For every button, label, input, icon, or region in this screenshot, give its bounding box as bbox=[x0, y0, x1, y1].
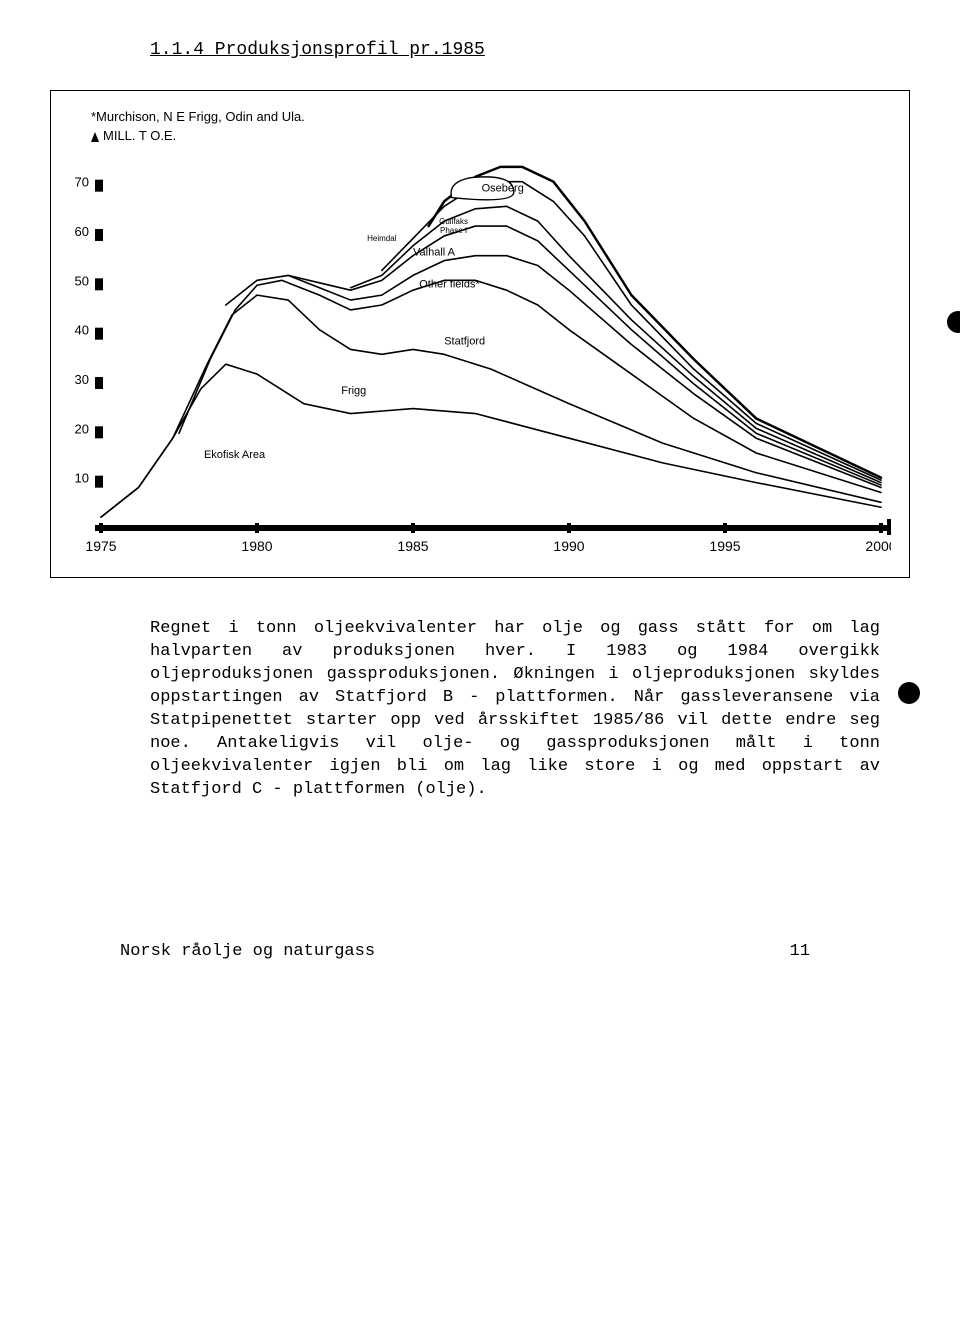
chart-svg: 10 20 30 40 50 60 70 1975 1980 1985 1990 1995 2000 Ek… bbox=[61, 147, 891, 567]
svg-text:Frigg: Frigg bbox=[341, 385, 366, 397]
svg-text:30: 30 bbox=[75, 372, 89, 387]
svg-text:Oseberg: Oseberg bbox=[482, 183, 524, 195]
svg-text:Heimdal: Heimdal bbox=[367, 234, 397, 243]
svg-text:1975: 1975 bbox=[85, 538, 116, 554]
footer-doc-title: Norsk råolje og naturgass bbox=[120, 942, 375, 961]
page-hole-icon bbox=[898, 682, 920, 704]
svg-text:Valhall A: Valhall A bbox=[413, 247, 456, 259]
section-title: 1.1.4 Produksjonsprofil pr.1985 bbox=[150, 40, 910, 60]
svg-text:1985: 1985 bbox=[397, 538, 428, 554]
svg-text:50: 50 bbox=[75, 273, 89, 288]
chart-caption: *Murchison, N E Frigg, Odin and Ula. bbox=[91, 109, 899, 124]
svg-text:2000: 2000 bbox=[865, 538, 891, 554]
footer-page-number: 11 bbox=[790, 942, 810, 961]
svg-text:Other fields*: Other fields* bbox=[419, 279, 480, 291]
svg-text:Statfjord: Statfjord bbox=[444, 335, 485, 347]
svg-text:1995: 1995 bbox=[709, 538, 740, 554]
svg-text:1990: 1990 bbox=[553, 538, 584, 554]
svg-text:Ekofisk Area: Ekofisk Area bbox=[204, 449, 266, 461]
svg-text:Gullfaks: Gullfaks bbox=[439, 217, 468, 226]
svg-text:Phase I: Phase I bbox=[440, 226, 467, 235]
svg-text:10: 10 bbox=[75, 471, 89, 486]
page-hole-icon bbox=[947, 311, 960, 333]
svg-text:20: 20 bbox=[75, 421, 89, 436]
production-profile-chart: *Murchison, N E Frigg, Odin and Ula. MIL… bbox=[50, 90, 910, 578]
svg-text:1980: 1980 bbox=[241, 538, 272, 554]
svg-text:60: 60 bbox=[75, 224, 89, 239]
body-paragraph: Regnet i tonn oljeekvivalenter har olje … bbox=[150, 618, 880, 802]
svg-text:70: 70 bbox=[75, 175, 89, 190]
page-footer: Norsk råolje og naturgass 11 bbox=[120, 942, 910, 961]
svg-text:40: 40 bbox=[75, 323, 89, 338]
chart-y-unit: MILL. T O.E. bbox=[91, 128, 899, 143]
